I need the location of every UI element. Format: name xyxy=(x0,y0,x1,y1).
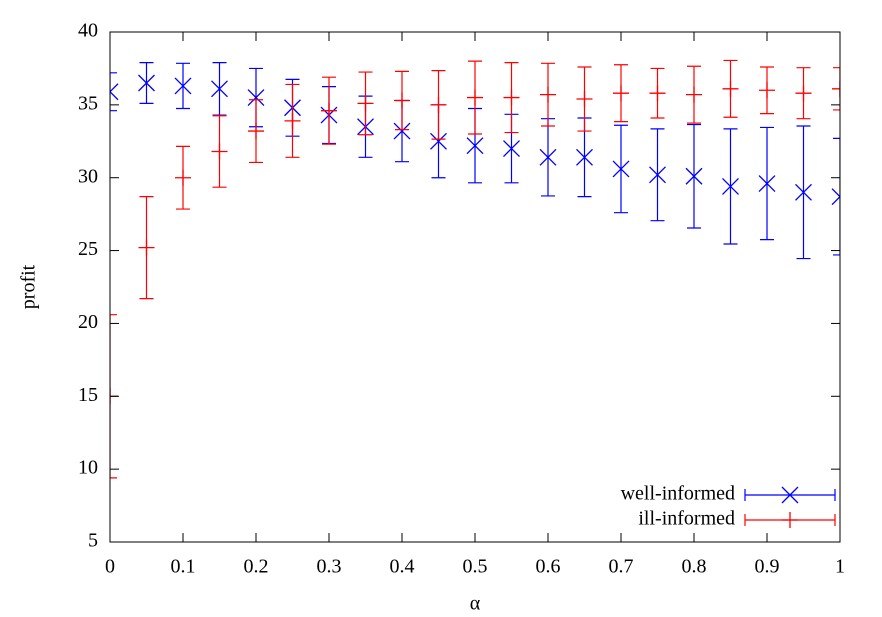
y-tick-label: 25 xyxy=(78,238,98,260)
marker xyxy=(649,85,666,102)
marker xyxy=(394,92,410,109)
x-tick-label: 0.8 xyxy=(682,556,707,578)
marker xyxy=(175,169,191,186)
error-bar xyxy=(833,137,840,256)
x-tick-label: 1 xyxy=(835,556,845,578)
marker xyxy=(576,91,593,108)
marker xyxy=(503,140,520,158)
marker xyxy=(781,486,799,504)
y-axis-label: profit xyxy=(18,264,40,309)
marker xyxy=(795,183,812,201)
marker xyxy=(110,83,119,101)
marker xyxy=(831,188,840,206)
legend-label: ill-informed xyxy=(638,508,735,530)
marker xyxy=(138,239,155,256)
y-tick-label: 5 xyxy=(88,530,98,552)
marker xyxy=(430,132,447,150)
y-tick-label: 35 xyxy=(78,92,98,114)
x-tick-label: 0.6 xyxy=(536,556,561,578)
marker xyxy=(138,74,155,92)
marker xyxy=(248,123,264,140)
marker xyxy=(430,96,447,113)
error-bar xyxy=(110,72,117,112)
marker xyxy=(467,89,483,106)
marker xyxy=(722,177,739,195)
marker xyxy=(758,175,776,193)
marker xyxy=(466,137,484,155)
y-tick-label: 15 xyxy=(78,384,98,406)
marker xyxy=(576,148,593,166)
plot-area xyxy=(110,59,840,479)
marker xyxy=(686,86,702,103)
x-tick-label: 0.4 xyxy=(390,556,415,578)
marker xyxy=(540,86,556,103)
marker xyxy=(795,85,812,102)
marker xyxy=(722,80,739,97)
y-tick-label: 40 xyxy=(78,20,98,42)
legend-label: well-informed xyxy=(621,483,735,505)
marker xyxy=(503,89,520,106)
x-tick-label: 0.1 xyxy=(171,556,196,578)
x-tick-label: 0.9 xyxy=(755,556,780,578)
y-tick-label: 10 xyxy=(78,457,98,479)
marker xyxy=(211,143,228,160)
x-tick-label: 0.2 xyxy=(244,556,269,578)
error-bar xyxy=(110,314,117,479)
marker xyxy=(685,167,703,185)
x-tick-label: 0 xyxy=(105,556,115,578)
error-bar xyxy=(833,67,840,111)
marker xyxy=(393,122,411,140)
y-tick-label: 20 xyxy=(78,311,98,333)
marker xyxy=(649,166,666,184)
marker xyxy=(321,102,337,119)
marker xyxy=(832,80,840,97)
marker xyxy=(247,89,265,107)
marker xyxy=(759,82,775,99)
marker xyxy=(612,160,630,178)
y-tick-label: 30 xyxy=(78,165,98,187)
marker xyxy=(539,148,557,166)
marker xyxy=(357,95,374,112)
plot-border xyxy=(109,31,841,543)
x-axis-label: α xyxy=(470,593,481,615)
marker xyxy=(284,112,301,129)
x-tick-label: 0.5 xyxy=(463,556,488,578)
x-tick-label: 0.3 xyxy=(317,556,342,578)
marker xyxy=(174,77,192,95)
marker xyxy=(782,512,798,528)
marker xyxy=(613,85,629,102)
x-tick-label: 0.7 xyxy=(609,556,634,578)
marker xyxy=(211,80,228,98)
